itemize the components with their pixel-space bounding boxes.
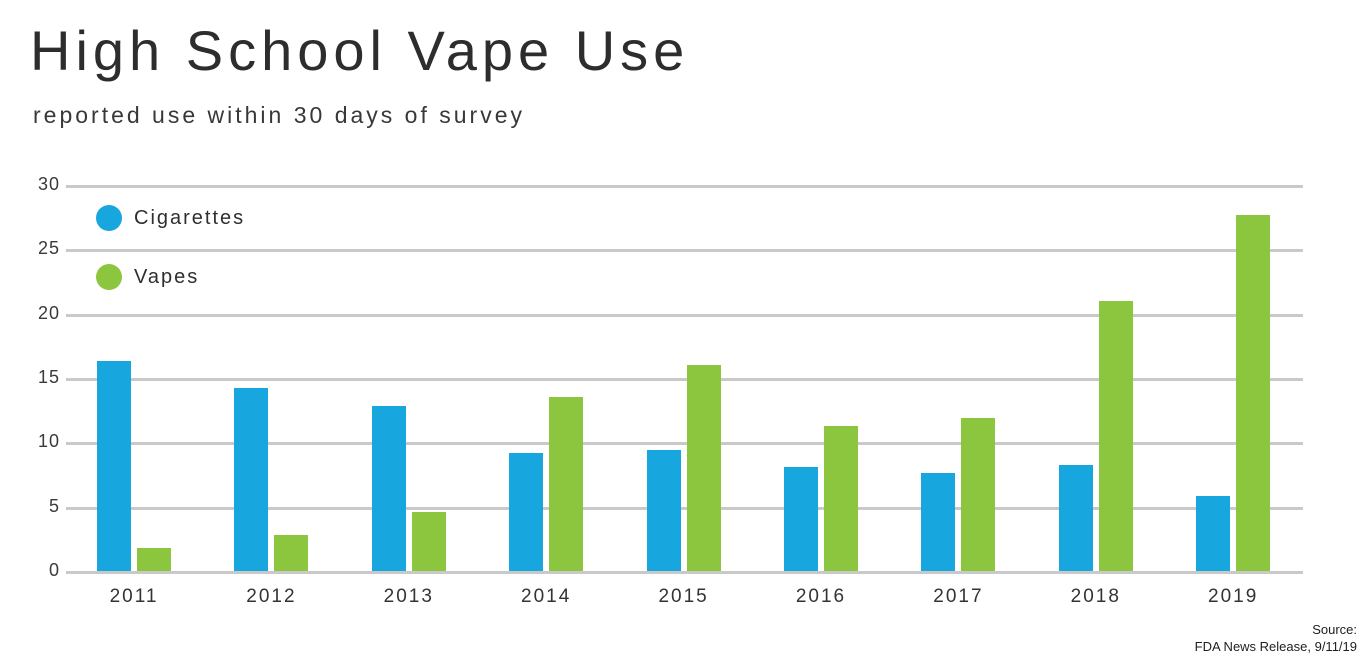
bar-cigarettes-2011 (97, 361, 131, 571)
bar-cigarettes-2019 (1196, 496, 1231, 571)
legend-dot-icon-vapes (96, 264, 122, 290)
legend-label-vapes: Vapes (134, 265, 200, 288)
x-axis-label-2016: 2016 (795, 586, 847, 607)
y-axis-tick-label: 0 (48, 560, 60, 580)
y-axis-tick-label: 15 (37, 367, 60, 387)
legend-label-cigarettes: Cigarettes (134, 206, 246, 229)
bar-vapes-2018 (1098, 300, 1133, 571)
legend-item-vapes: Vapes (96, 264, 245, 290)
bar-vapes-2013 (411, 511, 446, 571)
y-axis-tick-label: 25 (37, 238, 60, 259)
bar-cigarettes-2013 (371, 406, 406, 571)
bar-cigarettes-2012 (234, 388, 269, 571)
x-axis-label-2019: 2019 (1208, 586, 1259, 607)
gridline-0 (66, 571, 1303, 574)
x-axis-label-2014: 2014 (521, 586, 572, 607)
bar-cigarettes-2015 (646, 450, 681, 571)
x-axis-label-2018: 2018 (1070, 586, 1121, 607)
bar-vapes-2011 (137, 547, 171, 571)
x-axis-label-2013: 2013 (383, 586, 434, 607)
gridline-30 (66, 185, 1303, 188)
y-axis-tick-label: 20 (37, 302, 60, 323)
y-axis-tick-label: 30 (37, 174, 60, 194)
source-label: Source: (1312, 622, 1357, 637)
bar-vapes-2012 (274, 534, 309, 571)
bar-cigarettes-2017 (921, 473, 956, 571)
bar-vapes-2017 (961, 417, 996, 571)
bar-vapes-2015 (686, 365, 721, 571)
chart-title: High School Vape Use (30, 19, 690, 82)
gridline-10 (66, 442, 1303, 446)
gridline-25 (66, 249, 1303, 253)
legend-item-cigarettes: Cigarettes (96, 205, 245, 231)
legend-dot-icon-cigarettes (96, 205, 122, 231)
source-detail: FDA News Release, 9/11/19 (1194, 639, 1357, 654)
bar-vapes-2014 (549, 397, 584, 571)
chart-subtitle: reported use within 30 days of survey (33, 102, 525, 128)
y-axis-tick-label: 5 (48, 495, 60, 516)
bar-cigarettes-2014 (509, 452, 544, 571)
x-axis-label-2012: 2012 (246, 586, 297, 607)
y-axis-tick-label: 10 (37, 431, 60, 452)
plot-area: Cigarettes Vapes 0 5 10 15 20 25 30 2011 2012 2013… (38, 174, 1303, 607)
x-axis-label-2011: 2011 (109, 586, 159, 607)
x-axis-label-2015: 2015 (658, 586, 709, 607)
gridline-20 (66, 313, 1303, 317)
legend: Cigarettes Vapes (96, 205, 245, 323)
x-axis-label-2017: 2017 (933, 586, 984, 607)
gridline-5 (66, 506, 1303, 510)
bar-vapes-2019 (1236, 214, 1271, 571)
bar-cigarettes-2016 (784, 466, 818, 571)
source-note: Source: FDA News Release, 9/11/19 (1195, 621, 1357, 655)
bar-cigarettes-2018 (1058, 465, 1093, 571)
gridline-15 (66, 378, 1303, 381)
bar-vapes-2016 (824, 425, 858, 571)
